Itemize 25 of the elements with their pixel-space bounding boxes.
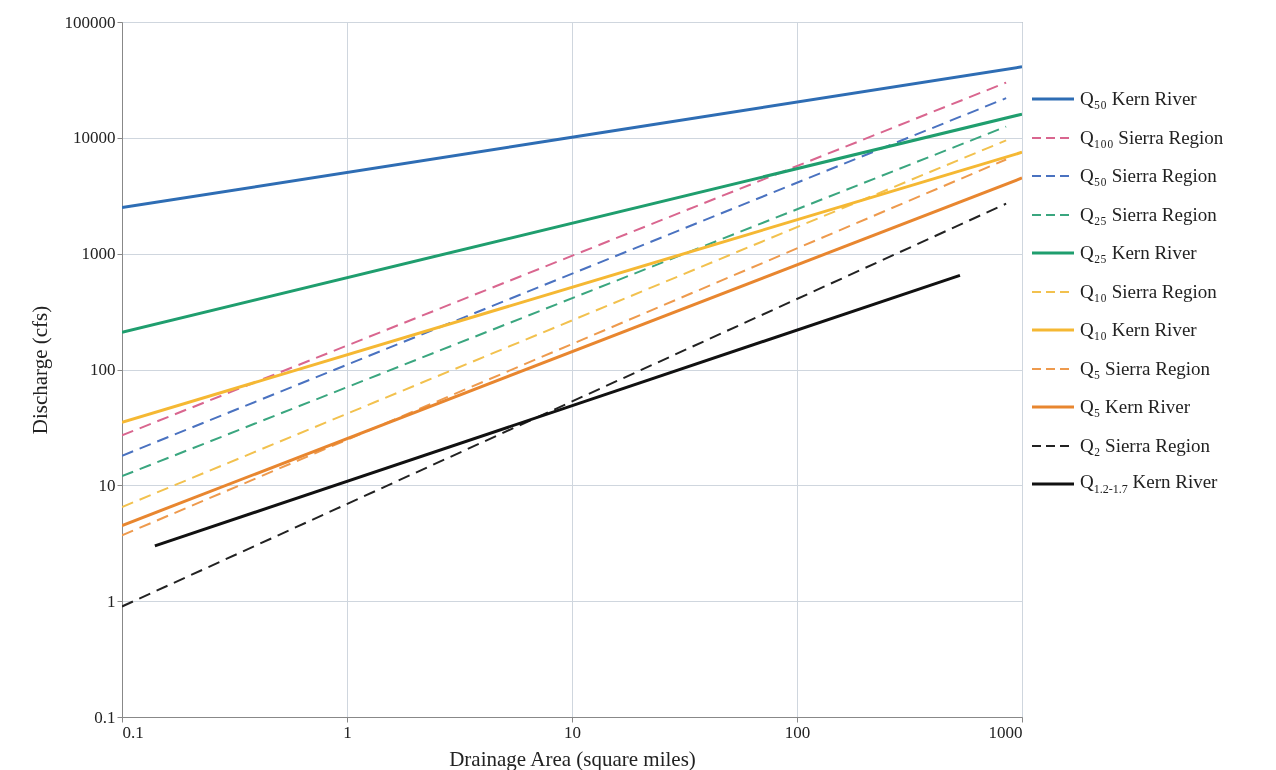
y-tick-label: 1 <box>107 591 116 611</box>
y-tick-label: 100000 <box>64 12 116 32</box>
legend-label: Q₂₅ Sierra Region <box>1080 203 1217 226</box>
legend-label: Q₅ Sierra Region <box>1080 357 1211 380</box>
x-tick-label: 0.1 <box>122 722 144 742</box>
y-tick-label: 100 <box>90 360 116 379</box>
legend-label: Q₅₀ Kern River <box>1080 88 1197 111</box>
legend-label: Q₁₀₀ Sierra Region <box>1080 126 1224 149</box>
x-tick-label: 1 <box>343 722 352 742</box>
legend-label: Q₅ Kern River <box>1080 396 1191 419</box>
legend-label: Q₅₀ Sierra Region <box>1080 165 1217 188</box>
y-tick-label: 1000 <box>81 244 116 264</box>
x-tick-label: 10 <box>564 722 581 742</box>
y-axis-title: Discharge (cfs) <box>27 305 52 435</box>
y-tick-label: 10000 <box>73 128 116 148</box>
x-tick-label: 1000 <box>988 722 1023 742</box>
y-tick-label: 0.1 <box>94 707 116 727</box>
legend-label: Q₁₀ Kern River <box>1080 319 1197 342</box>
x-axis-title: Drainage Area (square miles) <box>449 746 696 770</box>
y-tick-label: 10 <box>98 475 116 495</box>
x-tick-label: 100 <box>784 722 811 742</box>
legend-label: Q₂₅ Kern River <box>1080 242 1197 265</box>
legend-label: Q₁₀ Sierra Region <box>1080 280 1217 303</box>
legend-label: Q$_{1.2-1.7}$ Kern River <box>1080 471 1218 498</box>
legend-label: Q₂ Sierra Region <box>1080 434 1211 457</box>
